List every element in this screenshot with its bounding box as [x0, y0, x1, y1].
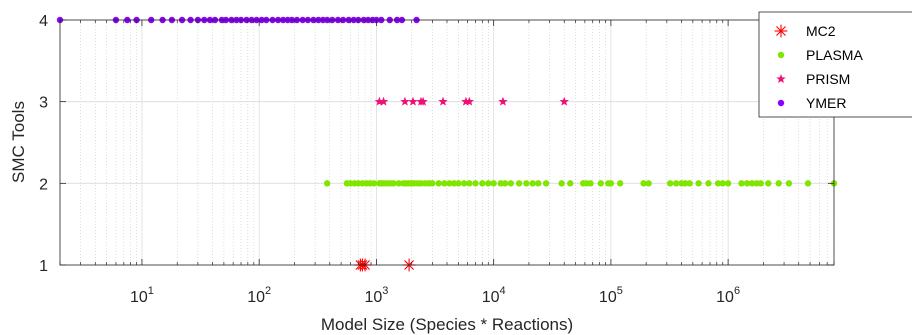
legend-marker-mc2 — [774, 24, 788, 38]
data-point-plasma — [724, 180, 732, 187]
data-point-plasma — [466, 180, 473, 187]
data-point-plasma — [515, 180, 523, 187]
data-point-plasma — [558, 180, 565, 187]
data-point-plasma — [686, 180, 693, 187]
data-point-plasma — [765, 180, 772, 187]
data-point-prism — [374, 96, 385, 106]
x-axis-label: Model Size (Species * Reactions) — [321, 315, 573, 334]
x-tick-labels: 101 102 103 104 105 106 — [130, 285, 740, 306]
data-point-plasma — [390, 180, 397, 187]
data-point-plasma — [523, 180, 530, 187]
data-point-plasma — [535, 180, 542, 187]
data-point-plasma — [455, 180, 462, 187]
x-tick-label: 105 — [599, 285, 623, 306]
data-point-plasma — [529, 180, 536, 187]
data-point-plasma — [323, 180, 331, 187]
x-tick-label: 101 — [130, 285, 154, 306]
data-point-prism — [464, 96, 475, 106]
data-point-plasma — [681, 180, 689, 187]
series-plasma — [323, 180, 838, 187]
data-point-plasma — [757, 180, 765, 187]
data-point-plasma — [446, 180, 453, 187]
minor-grid — [59, 20, 835, 265]
data-point-plasma — [501, 180, 509, 187]
data-point-plasma — [472, 180, 479, 187]
x-tick-label: 104 — [482, 285, 506, 306]
y-tick-labels: 1 2 3 4 — [39, 13, 48, 275]
legend-marker-ymer — [777, 99, 785, 107]
y-tick-label: 2 — [39, 176, 48, 193]
data-point-plasma — [435, 180, 442, 187]
data-point-plasma — [597, 180, 604, 187]
legend-marker-plasma — [777, 51, 785, 59]
legend-marker-prism — [776, 74, 786, 84]
legend: MC2 PLASMA PRISM YMER — [758, 11, 912, 118]
legend-label-ymer: YMER — [806, 95, 846, 111]
data-point-plasma — [479, 180, 486, 187]
legend-box — [758, 11, 912, 118]
data-point-plasma — [441, 180, 448, 187]
data-point-plasma — [705, 180, 712, 187]
data-point-plasma — [490, 180, 497, 187]
data-point-plasma — [567, 180, 574, 187]
data-point-prism — [418, 96, 428, 106]
data-point-plasma — [485, 180, 492, 187]
data-point-prism — [461, 96, 471, 106]
data-point-plasma — [775, 180, 782, 187]
data-point-plasma — [804, 180, 812, 187]
data-point-plasma — [640, 180, 647, 187]
data-point-plasma — [370, 180, 378, 187]
data-point-plasma — [616, 180, 624, 187]
data-point-plasma — [460, 180, 468, 187]
legend-label-plasma: PLASMA — [806, 47, 863, 63]
y-tick-label: 4 — [39, 13, 48, 30]
data-point-plasma — [395, 180, 402, 187]
x-tick-label: 106 — [716, 285, 740, 306]
legend-label-mc2: MC2 — [806, 23, 836, 39]
data-point-plasma — [507, 180, 514, 187]
data-point-plasma — [429, 180, 436, 187]
data-point-plasma — [738, 180, 745, 187]
data-point-plasma — [587, 180, 594, 187]
data-point-plasma — [607, 180, 615, 187]
data-point-plasma — [719, 180, 726, 187]
legend-label-prism: PRISM — [806, 71, 850, 87]
data-point-plasma — [714, 180, 722, 187]
x-tick-label: 103 — [364, 285, 388, 306]
data-point-plasma — [695, 180, 702, 187]
x-tick-label: 102 — [247, 285, 271, 306]
data-point-prism — [498, 96, 508, 106]
data-point-plasma — [542, 180, 550, 187]
data-point-prism — [559, 96, 569, 106]
series-prism — [374, 96, 569, 106]
data-point-prism — [400, 96, 410, 106]
y-tick-label: 3 — [39, 95, 48, 112]
y-axis-label: SMC Tools — [9, 101, 28, 183]
data-point-plasma — [645, 180, 652, 187]
y-tick-label: 1 — [39, 258, 48, 275]
data-point-plasma — [785, 180, 793, 187]
data-point-plasma — [666, 180, 674, 187]
data-point-plasma — [748, 180, 756, 187]
data-point-prism — [408, 96, 418, 106]
data-point-plasma — [743, 180, 751, 187]
data-point-prism — [438, 96, 448, 106]
data-point-prism — [378, 96, 389, 106]
data-point-plasma — [672, 180, 680, 187]
